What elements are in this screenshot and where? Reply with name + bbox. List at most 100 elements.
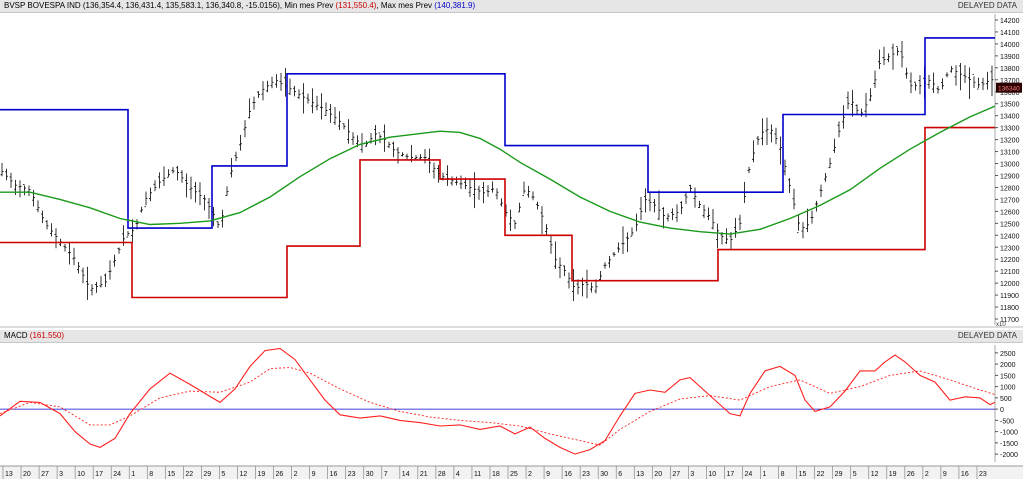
ohlc-bar	[707, 207, 710, 221]
ohlc-bar	[585, 269, 589, 299]
ohlc-bar	[590, 282, 593, 293]
ohlc-bar	[329, 103, 332, 123]
ohlc-bar	[599, 271, 602, 281]
macd-legend: MACD (161.550)	[4, 330, 64, 342]
ohlc-bar	[221, 209, 224, 228]
date-tick-label: 10	[708, 471, 716, 478]
ohlc-bar	[765, 117, 769, 145]
ohlc-bar	[68, 242, 71, 265]
ohlc-bar	[621, 226, 625, 255]
date-tick-label: 12	[239, 471, 247, 478]
ohlc-bar	[288, 78, 292, 95]
price-y-tick-label: 13000	[1000, 162, 1020, 169]
ohlc-bar	[486, 185, 490, 197]
date-tick-label: 7	[384, 471, 388, 478]
date-tick-label: 2	[925, 471, 929, 478]
ohlc-bar	[968, 67, 971, 100]
min-prev-label: Min mes Prev	[284, 1, 334, 10]
ohlc-bar	[549, 234, 553, 254]
ohlc-bar	[518, 202, 521, 213]
date-tick-label: 16	[961, 471, 969, 478]
ohlc-bar	[482, 182, 485, 204]
ohlc-bar	[635, 213, 638, 232]
macd-signal-line	[0, 367, 996, 446]
ohlc-bar	[99, 276, 103, 288]
ohlc-bar	[851, 89, 854, 117]
ohlc-bar	[684, 192, 688, 204]
date-tick-label: 22	[817, 471, 825, 478]
macd-y-tick-label: 1500	[1000, 373, 1016, 380]
ohlc-bar	[567, 272, 571, 289]
ohlc-bar	[365, 140, 368, 147]
date-tick-label: 25	[510, 471, 518, 478]
price-y-tick-label: 12000	[1000, 281, 1020, 288]
date-tick-label: 30	[366, 471, 374, 478]
ohlc-bar	[594, 279, 598, 294]
macd-y-tick-label: 1000	[1000, 385, 1016, 392]
macd-y-tick-label: -2000	[1000, 452, 1018, 459]
ohlc-bar	[761, 118, 764, 146]
ohlc-bar	[963, 65, 967, 84]
date-tick-label: 19	[258, 471, 266, 478]
ohlc-bar	[783, 159, 787, 176]
price-y-tick-label: 13400	[1000, 114, 1020, 121]
ohlc-bar	[167, 169, 170, 178]
ohlc-bar	[675, 204, 679, 222]
date-tick-label: 13	[636, 471, 644, 478]
macd-y-tick-label: -500	[1000, 418, 1014, 425]
ohlc-bar	[342, 123, 346, 130]
ohlc-bar	[554, 241, 557, 269]
date-tick-label: 5	[221, 471, 225, 478]
ohlc-bar	[293, 85, 296, 97]
ohlc-bar	[990, 65, 994, 97]
ohlc-bar	[725, 228, 728, 244]
ohlc-bar	[945, 72, 949, 78]
ohlc-bar	[162, 166, 166, 187]
ohlc-bar	[207, 198, 211, 219]
ohlc-bar	[891, 43, 895, 70]
ohlc-bar	[869, 88, 872, 102]
ohlc-bar	[909, 72, 913, 94]
ohlc-bar	[77, 262, 80, 274]
date-tick-label: 6	[618, 471, 622, 478]
ohlc-bar	[275, 74, 278, 88]
last-price-tag-bg	[996, 82, 1022, 93]
ohlc-bar	[131, 219, 134, 243]
date-tick-label: 28	[438, 471, 446, 478]
ohlc-bar	[257, 91, 260, 98]
ohlc-bar	[734, 217, 737, 238]
ohlc-bar	[788, 178, 791, 194]
date-tick-label: 12	[871, 471, 879, 478]
ohlc-bar	[90, 284, 94, 296]
ohlc-bar	[405, 153, 409, 161]
ohlc-bar	[302, 83, 305, 114]
date-tick-label: 26	[276, 471, 284, 478]
ohlc-bar	[900, 40, 904, 68]
ohlc-bar	[972, 73, 976, 88]
ohlc-bar	[662, 207, 665, 229]
ohlc-bar	[774, 127, 778, 145]
ohlc-bar	[239, 134, 242, 151]
date-tick-label: 9	[546, 471, 550, 478]
ohlc-bar	[41, 210, 44, 224]
instrument-name: BVSP BOVESPA IND	[4, 1, 81, 10]
price-y-axis: 11700 11800 11900 12000 12100 12200 12300 12400…	[995, 18, 1020, 324]
ohlc-bar	[801, 222, 805, 239]
ohlc-bar	[639, 196, 643, 221]
price-y-tick-label: 12600	[1000, 209, 1020, 216]
ohlc-bar	[216, 221, 220, 229]
date-tick-label: 8	[781, 471, 785, 478]
date-tick-label: 10	[77, 471, 85, 478]
ohlc-bar	[432, 162, 436, 179]
ohlc-bar	[860, 108, 863, 117]
ohlc-bar	[756, 136, 760, 145]
ohlc-bar	[63, 243, 67, 252]
macd-y-axis: 2500 2000 1500 1000 500 0 -500 -1000 -1500 -2000	[995, 351, 1018, 459]
ohlc-bar	[720, 232, 724, 245]
ohlc-bar	[918, 75, 922, 95]
price-panel-header: BVSP BOVESPA IND (136,354.4, 136,431.4, …	[0, 0, 1023, 13]
ohlc-bar	[828, 157, 832, 169]
ohlc-bar	[698, 200, 701, 209]
date-tick-label: 18	[492, 471, 500, 478]
